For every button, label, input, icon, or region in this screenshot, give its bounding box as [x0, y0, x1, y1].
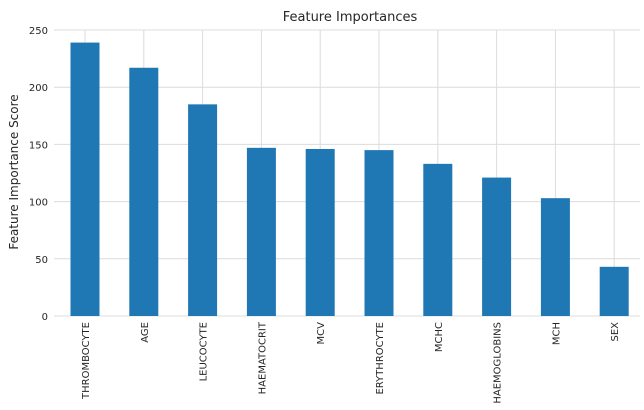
y-axis-label: Feature Importance Score [7, 94, 21, 249]
y-tick-label: 200 [29, 83, 48, 94]
x-tick-label: THROMBOCYTE [81, 322, 92, 400]
x-tick-label: SEX [610, 322, 621, 342]
x-tick-layer: THROMBOCYTE AGE LEUCOCYTE HAEMATOCRIT MCV ERY… [81, 321, 621, 404]
bar-haematocrit [246, 147, 276, 316]
bar-age [129, 67, 159, 316]
bar-haemoglobins [482, 177, 512, 316]
x-tick-label: LEUCOCYTE [199, 322, 210, 381]
x-tick-label: AGE [140, 322, 151, 343]
bar-leucocyte [188, 104, 218, 316]
y-tick-label: 0 [42, 312, 48, 323]
x-tick-label: MCHC [434, 322, 445, 352]
bar-sex [599, 266, 629, 316]
bar-mchc [423, 163, 453, 316]
x-tick-label: HAEMATOCRIT [257, 321, 268, 394]
x-tick-label: MCV [316, 322, 327, 345]
x-tick-label: MCH [551, 322, 562, 345]
y-tick-label: 50 [35, 255, 48, 266]
y-tick-label: 150 [29, 140, 48, 151]
bar-erythrocyte [364, 150, 394, 316]
x-tick-label: ERYTHROCYTE [375, 322, 386, 395]
bar-mch [540, 198, 570, 316]
x-tick-label: HAEMOGLOBINS [493, 322, 504, 404]
bar-mcv [305, 148, 335, 316]
bar-layer [70, 42, 629, 317]
y-tick-layer: 0 50 100 150 200 250 [29, 26, 48, 323]
y-tick-label: 100 [29, 198, 48, 209]
chart-title: Feature Importances [283, 10, 418, 25]
y-tick-label: 250 [29, 26, 48, 37]
bar-thrombocyte [70, 42, 100, 317]
